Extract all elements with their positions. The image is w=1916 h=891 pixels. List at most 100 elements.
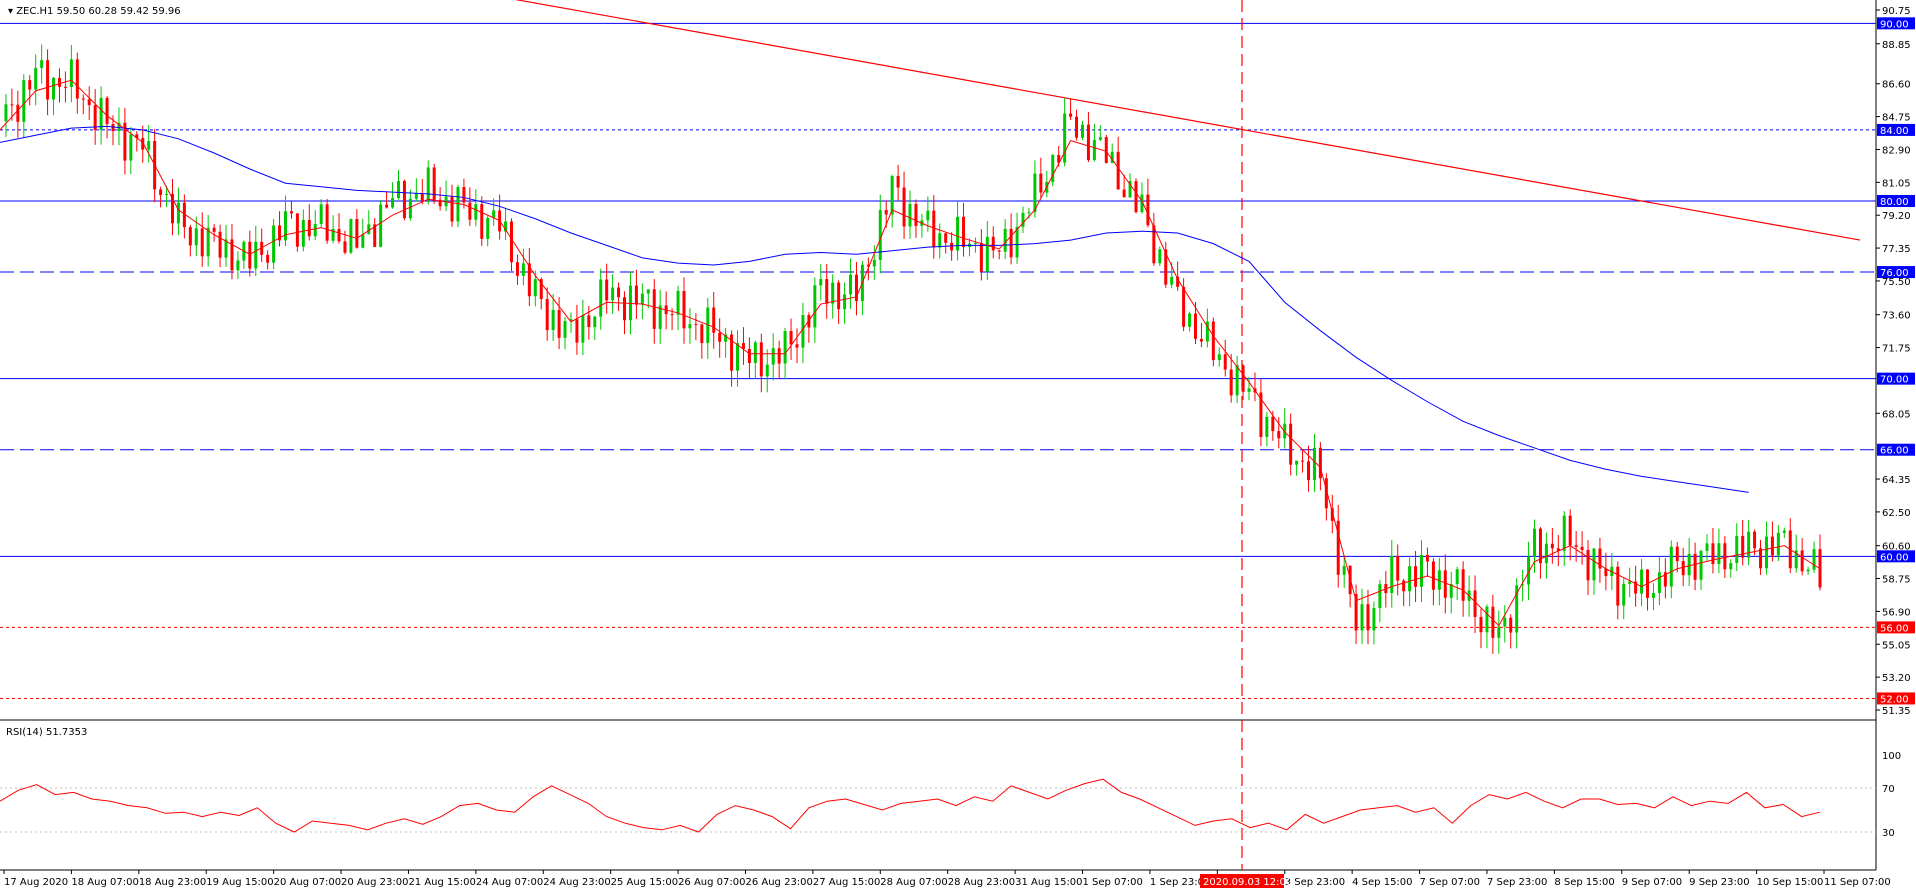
candle-body xyxy=(349,219,353,253)
candle-body xyxy=(10,104,14,106)
candle-body xyxy=(1420,554,1424,587)
candle-body xyxy=(301,220,305,247)
time-tick-label-11: 26 Aug 23:00 xyxy=(745,877,812,888)
candle-body xyxy=(730,334,734,371)
candle-body xyxy=(831,282,835,304)
time-tick-label-13: 28 Aug 07:00 xyxy=(880,877,947,888)
candle-body xyxy=(379,204,383,247)
candle-body xyxy=(902,187,906,227)
candle-body xyxy=(254,241,258,269)
candle-body xyxy=(1146,194,1150,226)
candle-body xyxy=(1753,531,1757,549)
candle-body xyxy=(1152,225,1156,264)
candle-body xyxy=(771,348,775,365)
candle-body xyxy=(1550,543,1554,549)
candle-body xyxy=(658,305,662,329)
candle-body xyxy=(1640,569,1644,594)
candle-body xyxy=(194,228,198,246)
candle-body xyxy=(1699,550,1703,580)
candle-body xyxy=(1318,447,1322,479)
candle-body xyxy=(408,198,412,219)
candle-body xyxy=(373,224,377,247)
price-tick-label-3: 84.75 xyxy=(1882,113,1911,124)
candle-body xyxy=(206,227,210,257)
level-tag-label-7: 56.00 xyxy=(1880,623,1909,634)
candle-body xyxy=(973,242,977,244)
candle-body xyxy=(765,364,769,377)
candle-body xyxy=(1455,569,1459,584)
candle-body xyxy=(617,287,621,298)
candle-body xyxy=(849,274,853,295)
candle-body xyxy=(944,233,948,243)
candle-body xyxy=(1140,194,1144,213)
candle-body xyxy=(1295,460,1299,465)
candle-body xyxy=(521,263,525,276)
candle-body xyxy=(57,77,61,87)
price-tick-label-2: 86.60 xyxy=(1882,80,1911,91)
candle-body xyxy=(1497,626,1501,638)
candle-body xyxy=(480,204,484,239)
chart-header: ▾ ZEC.H1 59.50 60.28 59.42 59.96 xyxy=(8,6,181,17)
candle-body xyxy=(527,263,531,297)
candle-body xyxy=(224,239,228,258)
candle-body xyxy=(1164,249,1168,285)
candle-body xyxy=(1414,566,1418,587)
candle-body xyxy=(962,216,966,247)
candle-body xyxy=(1806,569,1810,572)
candle-body xyxy=(1289,423,1293,465)
candle-body xyxy=(866,264,870,267)
candle-body xyxy=(1235,365,1239,396)
candle-body xyxy=(1128,181,1132,198)
candle-body xyxy=(200,228,204,257)
candle-body xyxy=(682,290,686,329)
candle-body xyxy=(1794,550,1798,569)
level-tag-label-8: 52.00 xyxy=(1880,694,1909,705)
time-tick-label-27: 11 Sep 07:00 xyxy=(1824,877,1891,888)
candle-body xyxy=(396,181,400,198)
candle-body xyxy=(325,204,329,241)
trendline xyxy=(514,0,1861,241)
candle-body xyxy=(361,234,365,248)
candle-body xyxy=(736,343,740,371)
candle-body xyxy=(1075,116,1079,138)
candle-body xyxy=(1080,124,1084,138)
candle-body xyxy=(278,225,282,241)
candle-body xyxy=(313,223,317,237)
time-tick-label-2: 18 Aug 23:00 xyxy=(139,877,206,888)
candle-body xyxy=(1622,583,1626,606)
candle-body xyxy=(159,189,163,195)
candle-body xyxy=(1051,155,1055,182)
candle-body xyxy=(908,204,912,227)
candle-body xyxy=(40,60,44,68)
candle-body xyxy=(1033,173,1037,213)
candle-body xyxy=(450,196,454,222)
candle-body xyxy=(979,242,983,272)
candle-body xyxy=(289,211,293,214)
candle-body xyxy=(1449,583,1453,598)
candle-body xyxy=(795,344,799,348)
price-tick-label-8: 75.50 xyxy=(1882,277,1911,288)
candle-body xyxy=(1574,545,1578,547)
price-tick-label-9: 73.60 xyxy=(1882,311,1911,322)
candle-body xyxy=(1342,565,1346,575)
candle-body xyxy=(432,167,436,200)
candle-body xyxy=(1657,572,1661,593)
candle-body xyxy=(1205,321,1209,342)
candle-body xyxy=(1223,354,1227,370)
candle-body xyxy=(248,241,252,269)
candle-body xyxy=(1651,592,1655,598)
candle-body xyxy=(1681,561,1685,576)
candle-body xyxy=(414,193,418,199)
candle-body xyxy=(611,287,615,301)
candle-body xyxy=(1580,546,1584,550)
candle-body xyxy=(1729,562,1733,570)
candle-body xyxy=(1063,113,1067,163)
candle-body xyxy=(1330,508,1334,521)
candle-body xyxy=(997,250,1001,252)
candle-body xyxy=(623,297,627,321)
time-tick-label-21: 7 Sep 07:00 xyxy=(1420,877,1480,888)
rsi-line xyxy=(0,778,1821,833)
candle-body xyxy=(991,236,995,251)
price-tick-label-13: 62.50 xyxy=(1882,508,1911,519)
